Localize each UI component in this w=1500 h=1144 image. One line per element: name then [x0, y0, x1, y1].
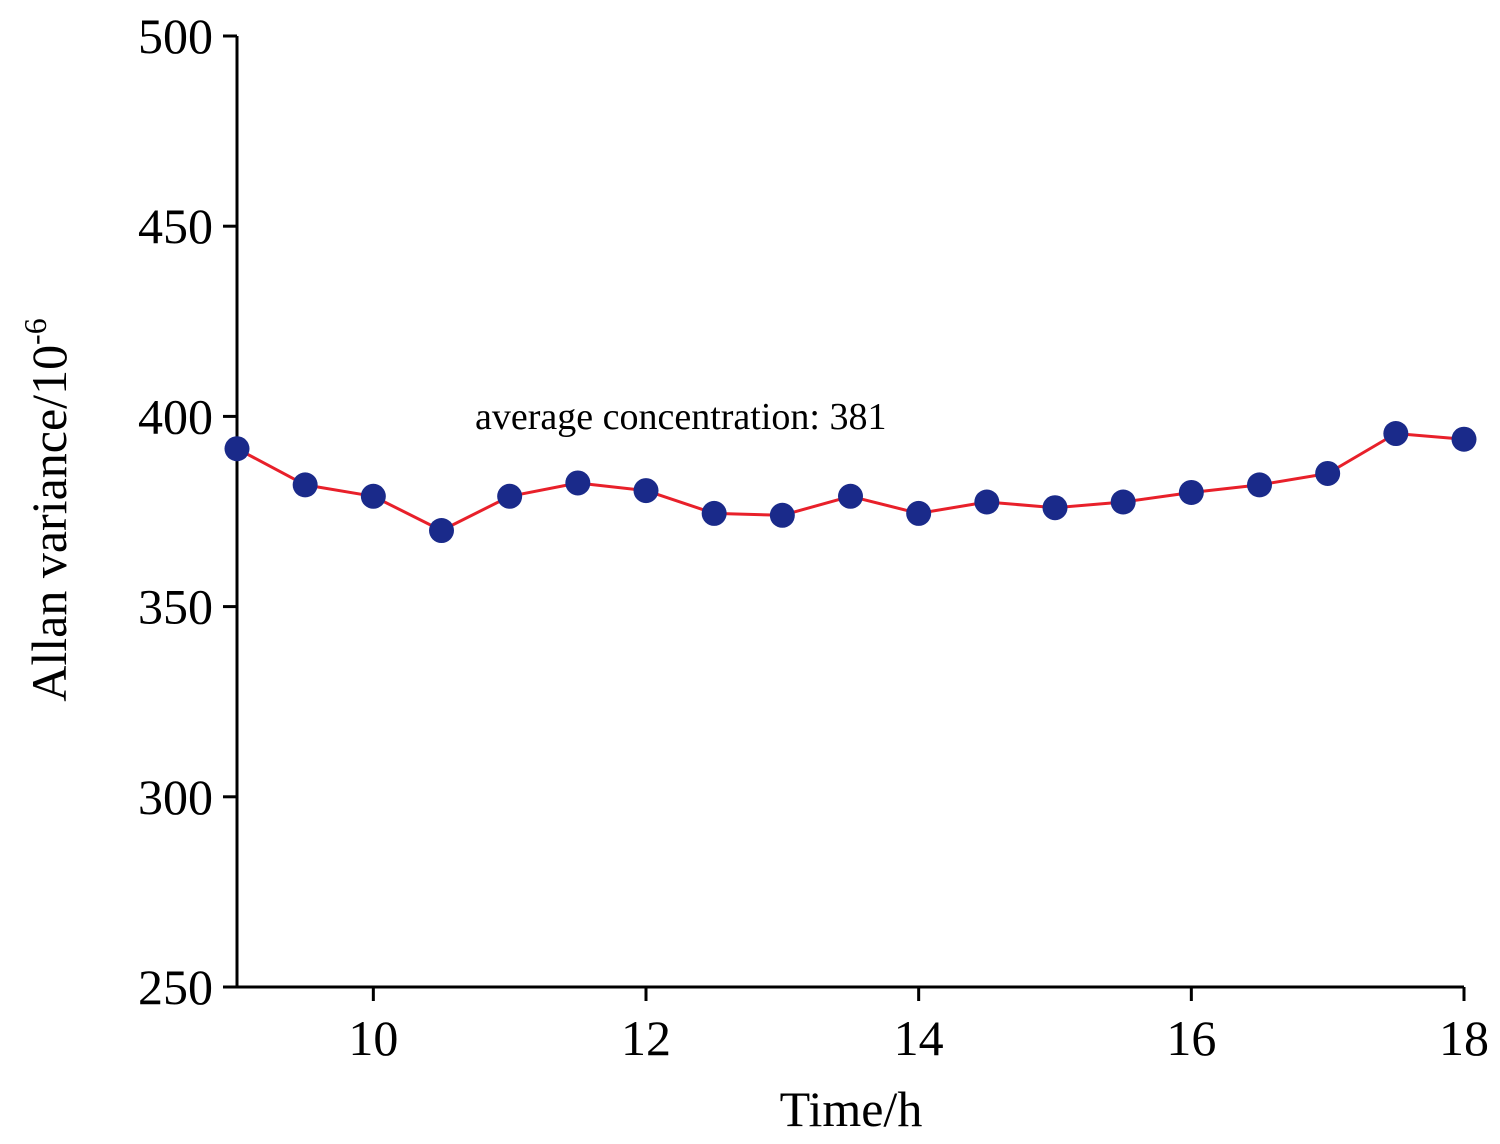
y-axis-title-exponent: -6	[17, 318, 53, 345]
x-axis-ticks: 10 12 14 16 18	[348, 987, 1489, 1066]
x-tick-label: 14	[894, 1010, 944, 1066]
y-tick-label: 300	[138, 769, 213, 825]
y-tick-label: 350	[138, 579, 213, 635]
data-point	[1383, 421, 1409, 447]
data-point	[838, 483, 863, 509]
series-points-group	[224, 421, 1477, 544]
x-tick-label: 16	[1166, 1010, 1216, 1066]
data-point	[633, 478, 659, 504]
data-point	[906, 500, 932, 526]
x-tick-label: 10	[348, 1010, 398, 1066]
data-point	[701, 500, 727, 526]
data-point	[292, 472, 318, 498]
data-point	[497, 483, 523, 509]
data-point	[1315, 460, 1341, 486]
y-tick-label: 400	[138, 388, 213, 444]
data-point	[360, 483, 386, 509]
axes	[235, 36, 1464, 989]
x-tick-label: 18	[1439, 1010, 1489, 1066]
data-point	[429, 518, 454, 544]
y-axis-title-main: Allan variance/10	[21, 345, 77, 702]
x-tick-label: 12	[621, 1010, 671, 1066]
average-annotation: average concentration: 381	[475, 396, 886, 438]
data-point	[1178, 479, 1204, 505]
data-point	[1247, 472, 1272, 498]
data-point	[1042, 495, 1068, 521]
data-point	[974, 489, 1000, 515]
data-point	[1110, 489, 1136, 515]
y-axis-ticks: 250 300 350 400 450 500	[138, 8, 237, 1015]
series-line	[236, 432, 1465, 532]
y-tick-label: 500	[138, 8, 213, 64]
series-line-group	[236, 432, 1465, 532]
data-point	[224, 436, 250, 462]
x-axis-title: Time/h	[780, 1081, 923, 1137]
data-point	[769, 502, 795, 528]
y-axis-title: Allan variance/10-6	[17, 318, 77, 701]
y-tick-label: 450	[138, 198, 213, 254]
data-point	[565, 470, 591, 496]
y-tick-label: 250	[138, 959, 213, 1015]
data-point	[1451, 426, 1477, 452]
